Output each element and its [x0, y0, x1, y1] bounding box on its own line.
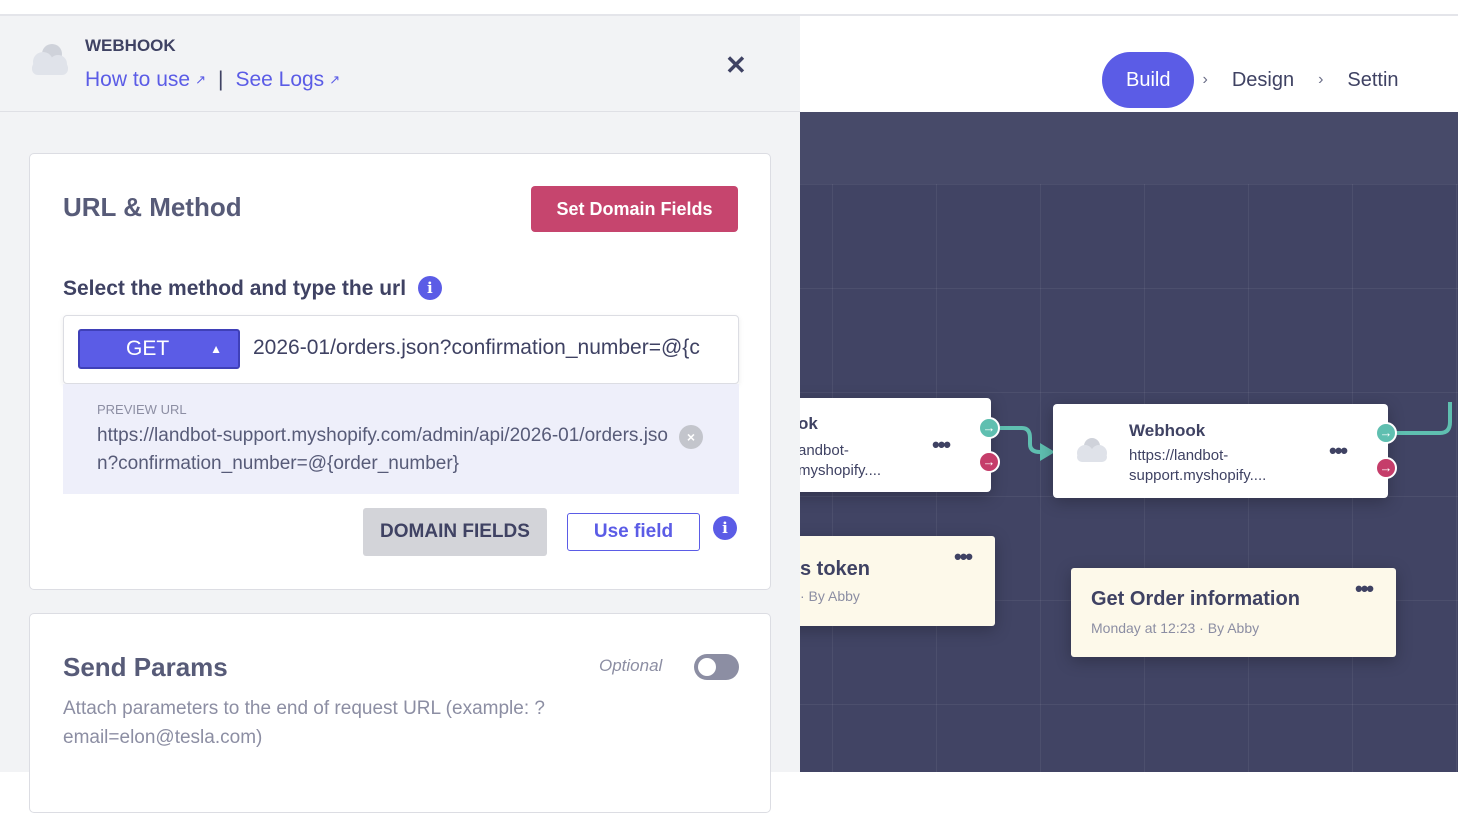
method-select[interactable]: GET ▲▼: [78, 329, 240, 383]
external-link-icon: ↗: [329, 72, 341, 87]
url-method-card: URL & Method Set Domain Fields Select th…: [29, 153, 771, 590]
send-params-card: Send Params Optional Attach parameters t…: [29, 613, 771, 813]
node-url: support.myshopify....: [1129, 467, 1267, 484]
more-icon[interactable]: •••: [1355, 576, 1374, 601]
section-title: Send Params: [63, 652, 228, 682]
fail-port-icon[interactable]: →: [1375, 457, 1397, 479]
more-icon[interactable]: •••: [1329, 438, 1348, 463]
set-domain-fields-button[interactable]: Set Domain Fields: [531, 186, 738, 232]
up-down-icon: ▲▼: [210, 342, 222, 383]
note-title: s token: [800, 558, 871, 580]
info-icon[interactable]: i: [713, 516, 737, 540]
preview-url: https://landbot-support.myshopify.com/ad…: [97, 425, 669, 474]
note-get-order-information[interactable]: Get Order information Monday at 12:23 · …: [1071, 568, 1396, 657]
fail-port-icon[interactable]: →: [978, 451, 1000, 473]
see-logs-link[interactable]: See Logs: [235, 68, 325, 91]
note-meta: · By Abby: [800, 588, 860, 604]
chevron-right-icon: ›: [1318, 71, 1324, 88]
url-value: 2026-01/orders.json?confirmation_number=…: [253, 336, 700, 359]
clear-icon[interactable]: ×: [679, 425, 703, 449]
node-title: Webhook: [1129, 421, 1206, 440]
node-url: https://landbot-: [1129, 447, 1229, 464]
info-icon[interactable]: i: [417, 276, 442, 300]
step-build[interactable]: Build: [1102, 52, 1195, 108]
node-url: andbot-: [798, 442, 849, 459]
send-params-description: Attach parameters to the end of request …: [63, 698, 545, 748]
more-icon[interactable]: •••: [954, 544, 973, 569]
close-icon[interactable]: ✕: [725, 50, 747, 80]
connection-line: [1000, 426, 1052, 454]
preview-label: PREVIEW URL: [97, 402, 187, 417]
method-url-label: Select the method and type the url: [63, 277, 407, 300]
panel-title: WEBHOOK: [85, 36, 176, 55]
section-title: URL & Method: [63, 192, 242, 222]
cloud-icon: [32, 44, 68, 75]
use-field-button[interactable]: Use field: [567, 513, 700, 551]
domain-fields-button[interactable]: DOMAIN FIELDS: [363, 508, 547, 556]
how-to-use-link[interactable]: How to use: [85, 68, 191, 91]
success-port-icon[interactable]: →: [1375, 422, 1397, 444]
step-nav: Build › Design › Settin: [1102, 52, 1415, 108]
url-input-group: GET ▲▼ 2026-01/orders.json?confirmation_n…: [63, 315, 739, 384]
webhook-panel: WEBHOOK How to use ↗ | See Logs ↗ ✕ URL & …: [0, 14, 800, 813]
webhook-node-2[interactable]: Webhook https://landbot- support.myshopi…: [1053, 404, 1397, 498]
external-link-icon: ↗: [195, 72, 206, 87]
cloud-icon: [1077, 438, 1107, 462]
connections: [1000, 402, 1452, 461]
url-input[interactable]: 2026-01/orders.json?confirmation_number=…: [253, 336, 723, 360]
arrow-head: [1040, 443, 1055, 461]
chevron-right-icon: ›: [1202, 71, 1208, 88]
node-title: ok: [798, 414, 818, 433]
preview-url-box: PREVIEW URL https://landbot-support.mysh…: [63, 384, 739, 494]
more-icon[interactable]: •••: [932, 432, 951, 457]
connection-line: [1396, 402, 1452, 435]
node-url: myshopify....: [798, 462, 882, 479]
method-value: GET: [126, 337, 170, 360]
step-design[interactable]: Design: [1231, 68, 1295, 91]
step-settings[interactable]: Settin: [1347, 68, 1399, 91]
note-meta: Monday at 12:23 · By Abby: [1091, 620, 1260, 636]
note-title: Get Order information: [1091, 588, 1300, 610]
send-params-toggle[interactable]: [694, 654, 739, 680]
success-port-icon[interactable]: →: [978, 417, 1000, 439]
link-separator: |: [217, 68, 224, 91]
optional-label: Optional: [599, 656, 663, 675]
panel-header: WEBHOOK How to use ↗ | See Logs ↗ ✕: [0, 16, 800, 112]
